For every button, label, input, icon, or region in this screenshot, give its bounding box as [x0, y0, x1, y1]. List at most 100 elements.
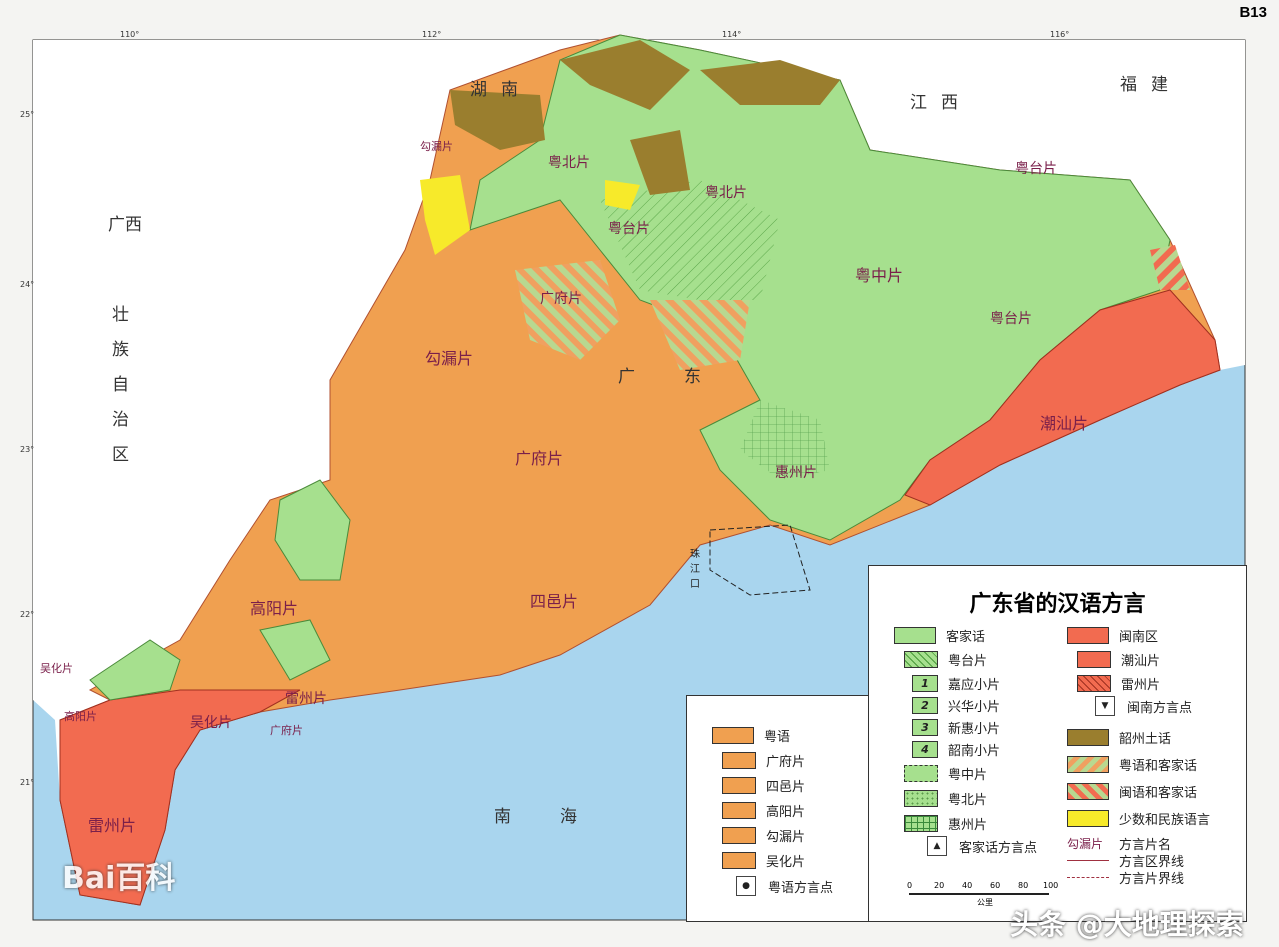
dashed-line-sample [1067, 877, 1109, 878]
lat-tick: 24° [20, 280, 35, 289]
swatch [722, 827, 756, 844]
dialect-label: 高阳片 [64, 710, 97, 723]
mixed-cantonese-hakka [515, 260, 620, 360]
legend-label: 广府片 [766, 755, 806, 770]
dialect-label: 粤北片 [705, 185, 747, 201]
swatch [1067, 729, 1109, 746]
swatch [894, 627, 936, 644]
dialect-label: 粤中片 [855, 266, 904, 285]
swatch [722, 802, 756, 819]
dialect-label: 高阳片 [250, 599, 299, 618]
province-label-fujian: 福建 [1120, 75, 1182, 95]
province-label-zi: 自 [112, 375, 143, 395]
scale-tick: 80 [1018, 881, 1029, 890]
dialect-label: 四邑片 [530, 592, 579, 611]
legend-label: 闽南方言点 [1127, 700, 1193, 716]
sea-label-pearl-river-estuary: 珠江口 [690, 549, 700, 590]
hongkong-boundary [709, 524, 811, 596]
swatch [904, 765, 938, 782]
swatch [904, 651, 938, 668]
dot-icon: ● [736, 876, 756, 896]
dialect-label: 粤台片 [608, 221, 650, 237]
lat-tick: 22° [20, 610, 35, 619]
dialect-label: 雷州片 [88, 816, 137, 835]
legend-label: 潮汕片 [1121, 654, 1161, 669]
scale-unit: 公里 [977, 898, 993, 907]
swatch [1067, 810, 1109, 827]
huizhou-pattern [740, 400, 830, 480]
province-label-zu: 族 [112, 340, 143, 360]
legend-label: 吴化片 [766, 855, 806, 870]
num-swatch: 3 [912, 719, 938, 736]
dialect-label: 勾漏片 [425, 349, 474, 368]
legend-label: 兴华小片 [948, 700, 1001, 715]
dialect-label: 勾漏片 [420, 140, 453, 153]
swatch [904, 790, 938, 807]
scale-tick: 100 [1043, 881, 1059, 890]
legend-label: 方言片界线 [1119, 872, 1185, 887]
dialect-label: 吴化片 [190, 715, 232, 731]
hakka-west-2 [89, 639, 181, 701]
dialect-label: 粤台片 [1015, 161, 1057, 177]
swatch [722, 852, 756, 869]
legend-label: 客家话方言点 [959, 840, 1038, 856]
province-label-qu: 区 [112, 445, 143, 465]
lat-tick: 23° [20, 445, 35, 454]
sea-label-hai: 海 [560, 807, 591, 827]
swatch [712, 727, 754, 744]
hakka-west-3 [259, 619, 331, 681]
swatch [904, 815, 938, 832]
dialect-label: 粤北片 [548, 155, 590, 171]
legend-label: 惠州片 [948, 818, 988, 833]
minnan-east [904, 289, 1221, 506]
province-label-zhuang: 壮 [112, 305, 143, 325]
legend-label: 粤台片 [948, 654, 988, 669]
mixed-cantonese-hakka-2 [650, 300, 750, 370]
legend-label: 新惠小片 [948, 722, 1001, 737]
legend-label: 粤中片 [948, 768, 988, 783]
swatch [722, 752, 756, 769]
swatch [1067, 756, 1109, 773]
legend-label: 嘉应小片 [948, 678, 1001, 693]
legend-cantonese: 粤语 广府片 四邑片 高阳片 勾漏片 吴化片 ● 粤语方言点 [686, 695, 869, 922]
lon-tick: 114° [722, 30, 742, 39]
num-swatch: 2 [912, 697, 938, 714]
legend-label: 闽南区 [1119, 630, 1159, 645]
lon-tick: 116° [1050, 30, 1070, 39]
dialect-label: 雷州片 [285, 691, 327, 707]
legend-label: 闽语和客家话 [1119, 786, 1198, 801]
legend-label: 少数和民族语言 [1119, 813, 1211, 828]
legend-label: 勾漏片 [766, 830, 806, 845]
legend-label: 方言区界线 [1119, 855, 1185, 870]
dialect-label: 潮汕片 [1040, 414, 1089, 433]
shaozhou-3 [700, 60, 840, 105]
legend-label: 韶州土话 [1119, 732, 1172, 747]
scale-tick: 0 [907, 881, 913, 890]
yuetai-pattern [600, 180, 780, 300]
lat-tick: 25° [20, 110, 35, 119]
legend-label: 方言片名 [1119, 838, 1172, 853]
scale-tick: 40 [962, 881, 973, 890]
page-code: B13 [1239, 4, 1267, 21]
baidu-watermark: Bai百科 [62, 861, 176, 896]
dialect-label: 广府片 [270, 724, 303, 737]
legend-label: 粤语 [764, 730, 791, 745]
shaozhou-1 [450, 90, 545, 150]
province-label-dong: 东 [684, 367, 715, 387]
legend-label: 客家话 [946, 630, 986, 645]
legend-label: 高阳片 [766, 805, 806, 820]
scale-bar: 0 20 40 60 80 100 公里 [907, 881, 1058, 907]
hakka-west-1 [274, 479, 351, 581]
lon-tick: 112° [422, 30, 442, 39]
minority-yellow-2 [605, 180, 640, 210]
solid-line-sample [1067, 860, 1109, 861]
lat-tick: 21° [20, 778, 35, 787]
mixed-min-hakka [1150, 245, 1190, 290]
swatch [1077, 651, 1111, 668]
scale-tick: 60 [990, 881, 1001, 890]
shaozhou-2 [560, 40, 690, 110]
legend-label: 韶南小片 [948, 744, 1001, 759]
province-label-hunan: 湖南 [470, 80, 532, 100]
sea-label-nan: 南 [494, 807, 525, 827]
swatch [1067, 627, 1109, 644]
